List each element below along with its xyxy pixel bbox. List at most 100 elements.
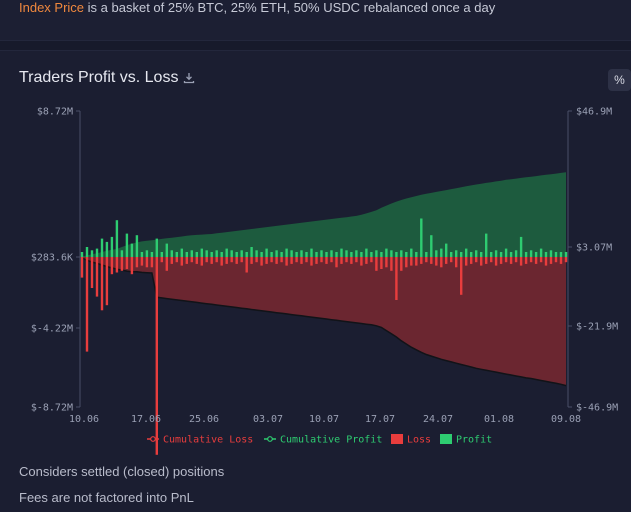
profit-bar [170, 250, 173, 257]
profit-bar [385, 248, 388, 257]
profit-bar [95, 248, 99, 257]
loss-bar [285, 257, 288, 266]
loss-bar [485, 257, 488, 264]
loss-bar [210, 257, 213, 264]
profit-bar [185, 252, 188, 257]
profit-bar [125, 233, 129, 257]
loss-bar [355, 257, 358, 263]
profit-bar [220, 252, 223, 257]
profit-bar [145, 250, 149, 257]
profit-bar [85, 247, 89, 257]
loss-bar [430, 257, 433, 264]
legend-label: Cumulative Loss [163, 435, 253, 446]
loss-bar [250, 257, 253, 264]
loss-bar [529, 257, 533, 263]
loss-bar [335, 257, 338, 268]
profit-bar [290, 250, 293, 257]
loss-bar [559, 257, 563, 264]
profit-bar [190, 250, 193, 257]
profit-bar [485, 233, 488, 257]
loss-bar [90, 257, 94, 288]
loss-bar [195, 257, 198, 264]
legend-label: Cumulative Profit [280, 435, 382, 446]
profit-bar [400, 250, 403, 257]
profit-bar [205, 250, 208, 257]
profit-bar [295, 252, 298, 257]
profit-bar [564, 252, 568, 257]
profit-bar [405, 252, 408, 257]
profit-bar [499, 252, 503, 257]
profit-bar [320, 250, 323, 257]
loss-bar [370, 257, 373, 263]
profit-bar [475, 250, 478, 257]
loss-bar [130, 257, 134, 275]
profit-bar [115, 220, 119, 257]
profit-bar [425, 252, 428, 257]
profit-bar [340, 248, 343, 257]
loss-bar [435, 257, 438, 266]
profit-bar [554, 252, 558, 257]
loss-bar [475, 257, 478, 263]
loss-bar [230, 257, 233, 263]
profit-bar [210, 252, 213, 257]
profit-bar [325, 252, 328, 257]
left-tick-label: $8.72M [37, 107, 73, 118]
profit-bar [315, 252, 318, 257]
cumulative-loss-line [81, 257, 567, 387]
profit-bar [390, 250, 393, 257]
loss-bar [175, 257, 178, 263]
loss-bar [295, 257, 298, 263]
chart-legend: Cumulative Loss Cumulative Profit Loss Prof… [147, 434, 492, 446]
index-price-link[interactable]: Index Price [19, 0, 85, 15]
loss-bar [494, 257, 498, 266]
profit-bar [430, 235, 433, 257]
loss-bar [465, 257, 468, 266]
profit-bar [365, 248, 368, 257]
loss-bar [360, 257, 363, 266]
loss-bar [390, 257, 393, 271]
legend-label: Loss [407, 435, 431, 446]
legend-swatch-box [391, 434, 403, 444]
profit-bar [275, 250, 278, 257]
profit-bar [435, 250, 438, 257]
profit-bar [265, 248, 268, 257]
profit-bar [140, 252, 144, 257]
loss-bar [450, 257, 453, 263]
profit-bar [80, 252, 84, 257]
profit-bar [559, 252, 563, 257]
loss-bar [220, 257, 223, 266]
profit-bar [370, 252, 373, 257]
loss-bar [235, 257, 238, 264]
profit-loss-chart: $8.72M $283.6K $-4.22M $-8.72M $46.9M $3.07M… [31, 107, 618, 455]
profit-bar [470, 252, 473, 257]
legend-label: Profit [456, 435, 492, 446]
profit-bar [245, 252, 248, 257]
loss-bar [255, 257, 258, 263]
legend-swatch-marker [150, 436, 156, 442]
profit-bar [524, 252, 528, 257]
loss-bar [135, 257, 139, 268]
x-tick-label: 25.06 [189, 414, 219, 425]
profit-bar [250, 247, 253, 257]
loss-bar [205, 257, 208, 263]
x-tick-label: 03.07 [253, 414, 283, 425]
loss-bar [350, 257, 353, 264]
loss-bar [80, 257, 84, 278]
profit-bar [165, 243, 168, 257]
download-icon[interactable] [183, 72, 195, 84]
legend-swatch-marker [267, 436, 273, 442]
left-tick-label: $-8.72M [31, 403, 73, 414]
profit-bar [380, 252, 383, 257]
profit-bar [155, 238, 158, 257]
percent-toggle-button[interactable]: % [608, 69, 631, 91]
left-axis-ticks: $8.72M $283.6K $-4.22M $-8.72M [31, 107, 80, 414]
loss-bar [105, 257, 109, 306]
loss-bar [180, 257, 183, 266]
loss-bar [95, 257, 99, 297]
profit-bar [539, 248, 543, 257]
profit-bar [514, 250, 518, 257]
loss-bars [80, 257, 568, 455]
loss-bar [544, 257, 548, 266]
loss-bar [190, 257, 193, 263]
cumulative-profit-area [82, 172, 566, 257]
